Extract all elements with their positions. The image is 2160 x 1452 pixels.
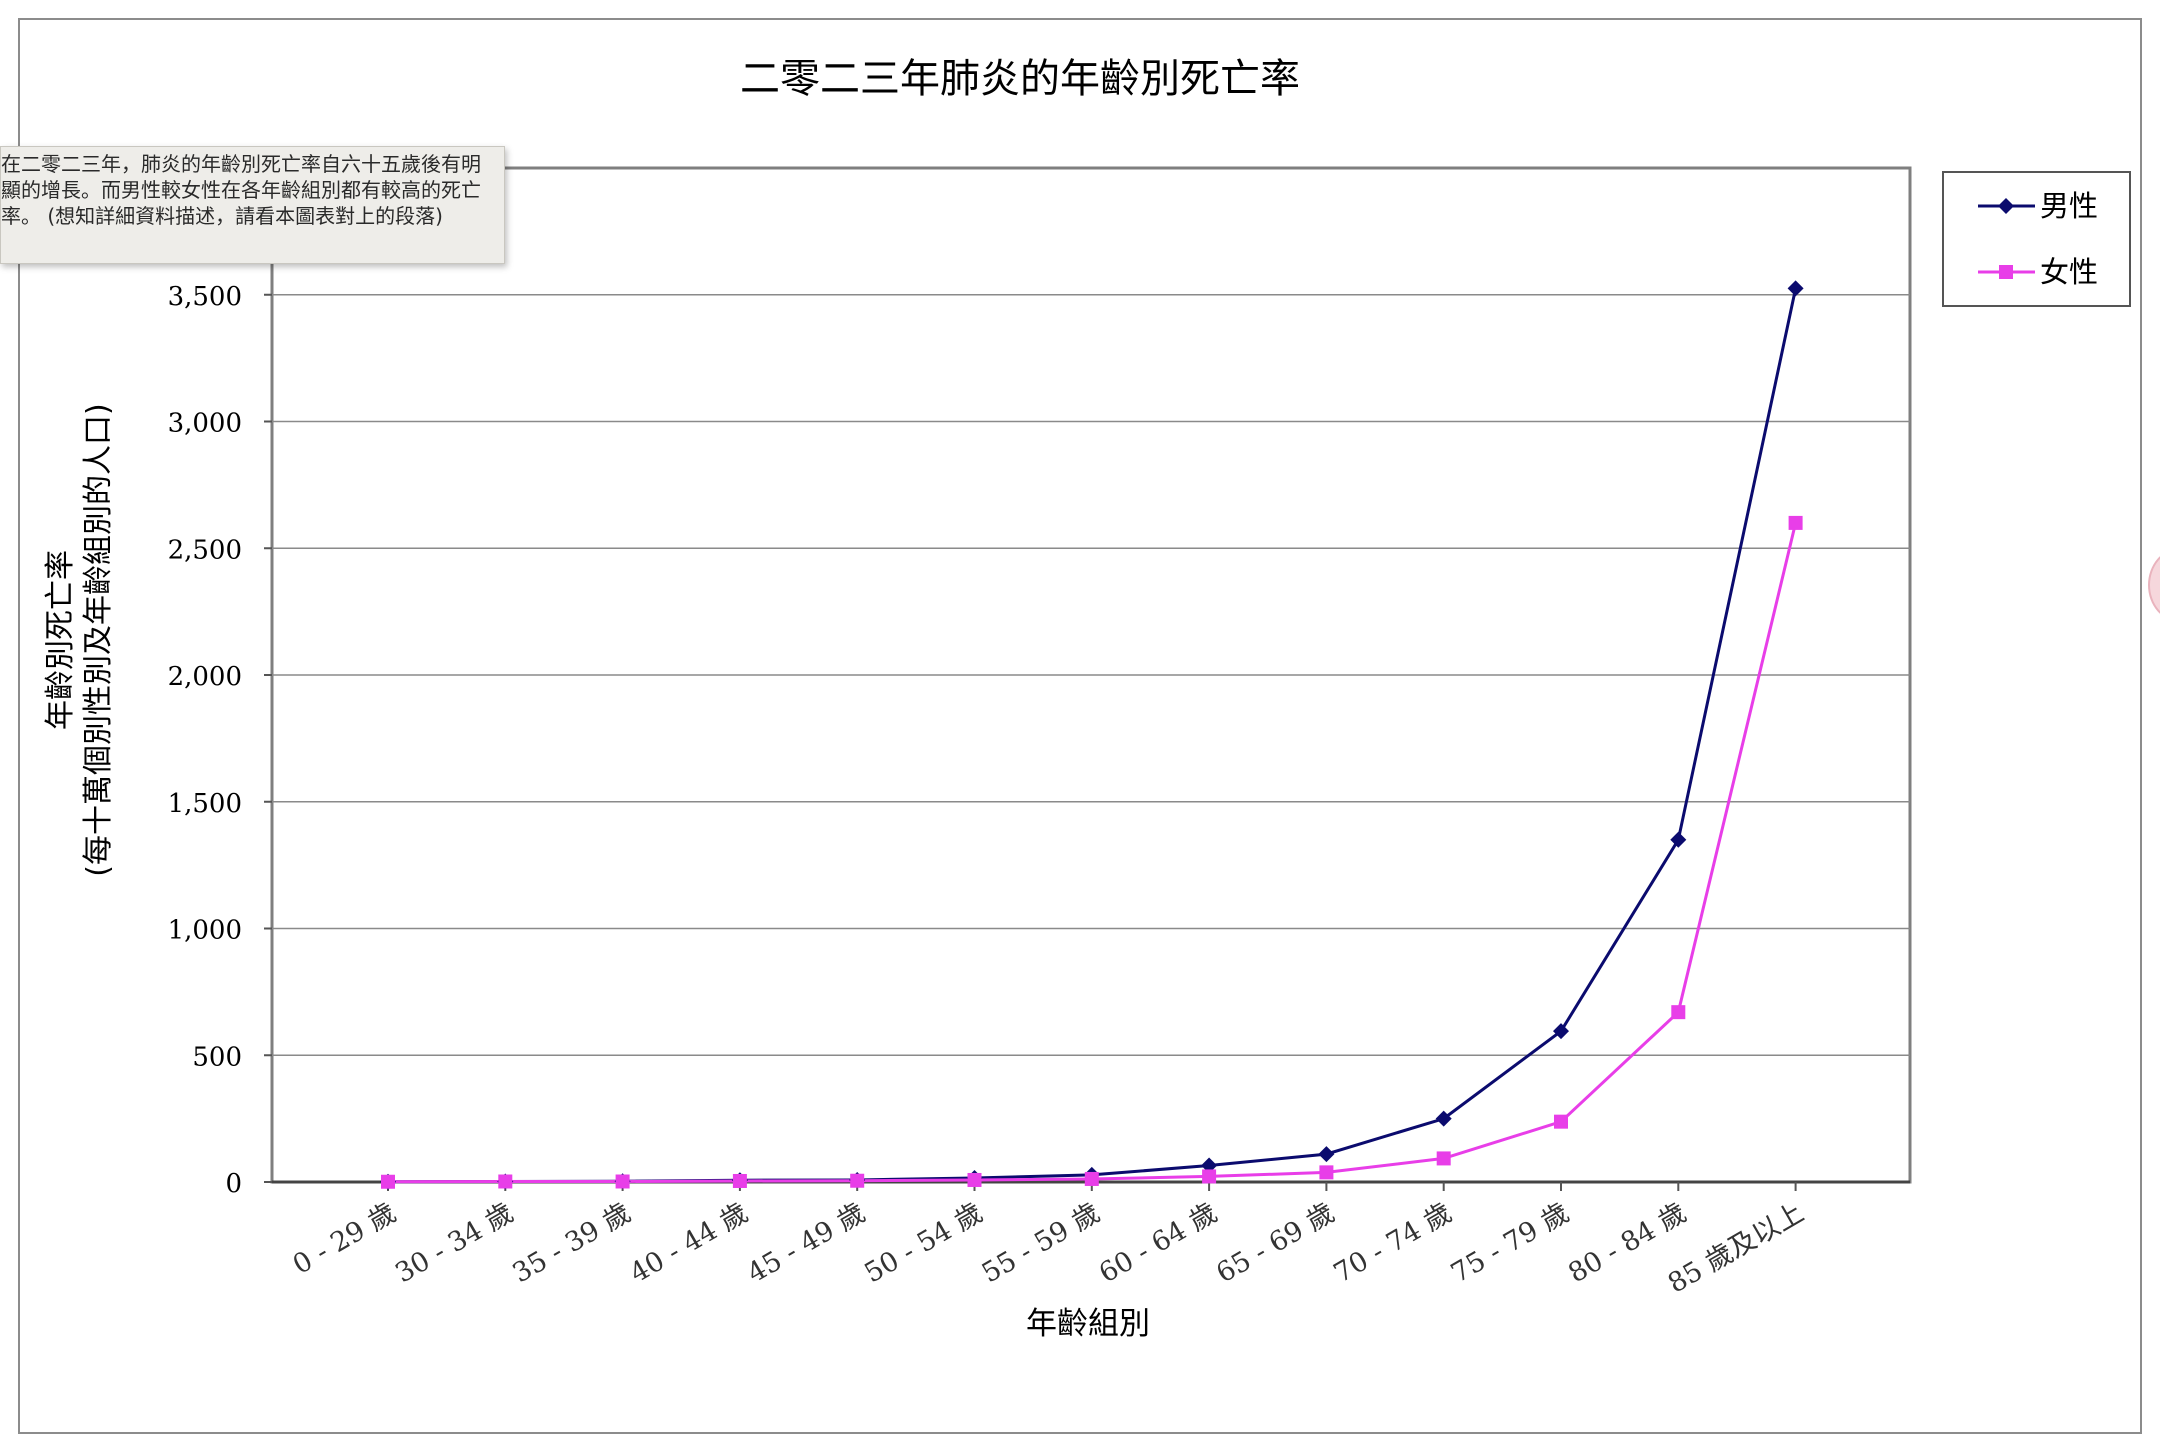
y-tick-label: 2,000	[168, 662, 242, 692]
data-point-female	[1436, 1151, 1451, 1166]
x-axis-ticks: 0 - 29 歲30 - 34 歲35 - 39 歲40 - 44 歲45 - …	[288, 1182, 1809, 1300]
x-tick-label: 75 - 79 歲	[1446, 1197, 1575, 1289]
data-point-female	[1319, 1165, 1334, 1180]
x-tick-label: 0 - 29 歲	[288, 1197, 402, 1281]
data-point-male	[1435, 1110, 1452, 1127]
x-tick-label: 35 - 39 歲	[508, 1197, 637, 1289]
data-point-female	[381, 1174, 395, 1189]
x-tick-label: 45 - 49 歲	[742, 1197, 871, 1289]
data-point-male	[1670, 831, 1687, 848]
x-tick-label: 60 - 64 歲	[1094, 1197, 1223, 1289]
y-axis-ticks: 0 500 1,000 1,500 2,000 2,500 3,000 3,500	[168, 282, 272, 1199]
legend-label-male: 男性	[2040, 189, 2098, 223]
data-point-female	[1788, 515, 1803, 530]
x-tick-label: 30 - 34 歲	[390, 1197, 519, 1289]
data-point-female	[615, 1174, 630, 1189]
data-point-female	[967, 1172, 982, 1187]
data-point-male	[1318, 1146, 1335, 1163]
y-axis-label-line1: 年齡別死亡率	[43, 550, 78, 730]
legend-marker-square	[1999, 265, 2013, 279]
chart-description-tooltip: 在二零二三年，肺炎的年齡別死亡率自六十五歲後有明顯的增長。而男性較女性在各年齡組…	[0, 146, 505, 264]
x-tick-label: 65 - 69 歲	[1211, 1197, 1340, 1289]
data-point-female	[498, 1174, 513, 1189]
legend-entry-male: 男性	[1978, 189, 2098, 223]
y-tick-label: 3,500	[168, 282, 242, 312]
data-point-female	[1671, 1005, 1686, 1020]
x-axis-label: 年齡組別	[1026, 1306, 1150, 1342]
x-tick-label: 70 - 74 歲	[1329, 1197, 1458, 1289]
y-axis-label-line2: (每十萬個別性別及年齡組別的人口)	[81, 403, 116, 876]
data-point-male	[1553, 1023, 1569, 1040]
y-tick-label: 3,000	[168, 409, 242, 439]
legend-entry-female: 女性	[1978, 255, 2098, 289]
x-tick-label: 50 - 54 歲	[859, 1197, 988, 1289]
y-tick-label: 1,500	[168, 789, 242, 819]
y-tick-label: 2,500	[168, 535, 242, 565]
legend-box	[1942, 171, 2131, 307]
x-tick-label: 55 - 59 歲	[977, 1197, 1106, 1289]
y-tick-label: 1,000	[168, 916, 242, 946]
chart-title: 二零二三年肺炎的年齡別死亡率	[740, 56, 1300, 102]
data-point-female	[1084, 1171, 1099, 1186]
data-point-male	[1787, 280, 1804, 297]
x-tick-label: 40 - 44 歲	[625, 1197, 754, 1289]
data-point-female	[1202, 1169, 1217, 1184]
y-tick-label: 0	[225, 1169, 242, 1199]
legend: 男性 女性	[1942, 171, 2131, 307]
data-point-female	[850, 1173, 865, 1188]
y-tick-label: 500	[192, 1042, 242, 1072]
chart-frame	[18, 18, 2142, 1434]
legend-label-female: 女性	[2040, 255, 2098, 289]
legend-marker-diamond	[1998, 198, 2014, 214]
data-point-female	[732, 1173, 747, 1188]
series-layer	[380, 280, 1804, 1190]
data-point-female	[1554, 1114, 1568, 1129]
